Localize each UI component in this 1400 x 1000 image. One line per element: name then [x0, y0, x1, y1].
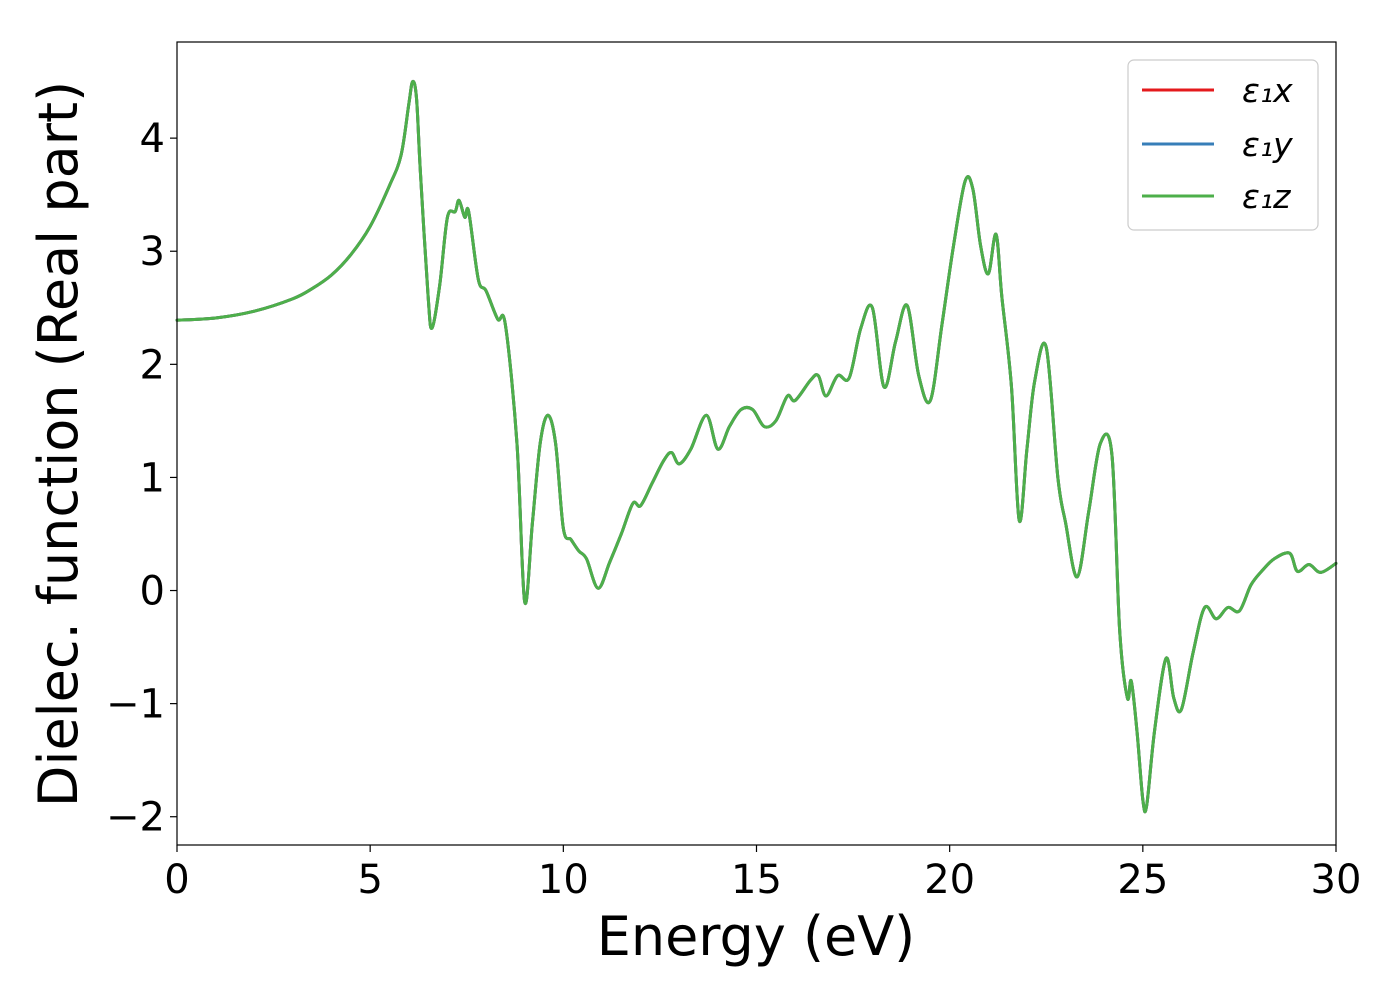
y-axis-title: Dielec. function (Real part) — [27, 81, 90, 807]
series-line-2 — [175, 79, 1338, 814]
legend-label-x: ε₁x — [1242, 71, 1293, 110]
legend-label-y: ε₁y — [1242, 125, 1293, 164]
legend-box — [1127, 59, 1319, 231]
y-tick-label: −2 — [106, 795, 165, 841]
x-tick-label: 25 — [1117, 857, 1168, 903]
y-tick-label: −1 — [106, 682, 165, 728]
x-tick-label: 15 — [731, 857, 782, 903]
x-tick-label: 30 — [1311, 857, 1362, 903]
x-tick-label: 10 — [538, 857, 589, 903]
legend: ε₁x ε₁y ε₁z — [1127, 59, 1319, 231]
x-tick-label: 5 — [357, 857, 382, 903]
x-tick-label: 20 — [924, 857, 975, 903]
y-tick-label: 0 — [140, 569, 165, 615]
y-axis-ticks: −2 −1 0 1 2 3 4 — [106, 116, 177, 841]
x-tick-label: 0 — [164, 857, 189, 903]
x-axis-title: Energy (eV) — [597, 905, 916, 968]
y-tick-label: 2 — [140, 342, 165, 388]
x-axis-ticks: 0 5 10 15 20 25 30 — [164, 845, 1361, 903]
series-layer — [175, 79, 1338, 814]
legend-label-z: ε₁z — [1242, 177, 1291, 216]
y-tick-label: 4 — [140, 116, 165, 162]
y-tick-label: 3 — [140, 229, 165, 275]
y-tick-label: 1 — [140, 455, 165, 501]
